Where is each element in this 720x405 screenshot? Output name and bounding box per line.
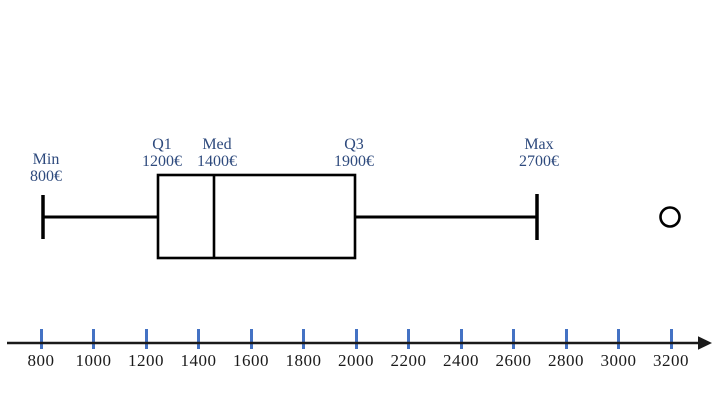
axis-tick-mark xyxy=(354,329,358,349)
axis-tick-mark xyxy=(407,329,410,349)
stat-label-min: Min 800€ xyxy=(0,151,94,185)
stat-label-median-title: Med xyxy=(202,136,232,153)
axis-tick-label: 3200 xyxy=(653,351,689,370)
axis-tick-mark xyxy=(249,329,253,349)
axis-tick-label: 2800 xyxy=(548,351,584,370)
axis-tick-mark xyxy=(564,329,568,349)
axis-tick-label: 2200 xyxy=(390,351,427,370)
stat-label-q3-value: 1900€ xyxy=(334,153,374,170)
stat-label-q3-title: Q3 xyxy=(344,136,364,153)
axis-tick-mark xyxy=(302,329,305,349)
axis-tick-mark xyxy=(459,329,463,349)
axis-tick-label: 1800 xyxy=(285,351,322,370)
stat-label-max: Max 2700€ xyxy=(491,136,587,170)
axis-tick-mark xyxy=(39,329,43,349)
stat-label-q1-title: Q1 xyxy=(152,136,172,153)
axis-tick-mark xyxy=(669,329,673,349)
stat-label-max-value: 2700€ xyxy=(519,153,559,170)
axis-tick-mark xyxy=(144,329,148,349)
axis-tick-label: 1400 xyxy=(180,351,217,370)
stat-label-max-title: Max xyxy=(524,136,554,153)
outlier-point xyxy=(659,206,681,228)
stat-label-min-title: Min xyxy=(32,151,60,168)
iqr-box xyxy=(156,173,357,260)
axis-tick-mark xyxy=(512,329,515,349)
stat-label-q3: Q3 1900€ xyxy=(306,136,402,170)
stat-label-q1-value: 1200€ xyxy=(142,153,182,170)
stat-label-q1: Q1 1200€ xyxy=(114,136,210,170)
stat-label-median-value: 1400€ xyxy=(197,153,237,170)
axis-tick-mark xyxy=(617,329,620,349)
axis-tick-label: 2600 xyxy=(495,351,532,370)
axis-tick-label: 1200 xyxy=(128,351,164,370)
stat-label-min-value: 800€ xyxy=(30,168,62,185)
axis-tick-label: 2000 xyxy=(338,351,374,370)
axis-tick-mark xyxy=(197,329,200,349)
axis-tick-label: 800 xyxy=(27,351,55,370)
axis-tick-label: 1600 xyxy=(233,351,269,370)
axis-tick-mark xyxy=(92,329,95,349)
axis-tick-label: 2400 xyxy=(443,351,479,370)
axis-arrowhead xyxy=(698,336,712,350)
axis-tick-label: 3000 xyxy=(600,351,637,370)
axis-tick-label: 1000 xyxy=(75,351,112,370)
stat-label-median: Med 1400€ xyxy=(169,136,265,170)
